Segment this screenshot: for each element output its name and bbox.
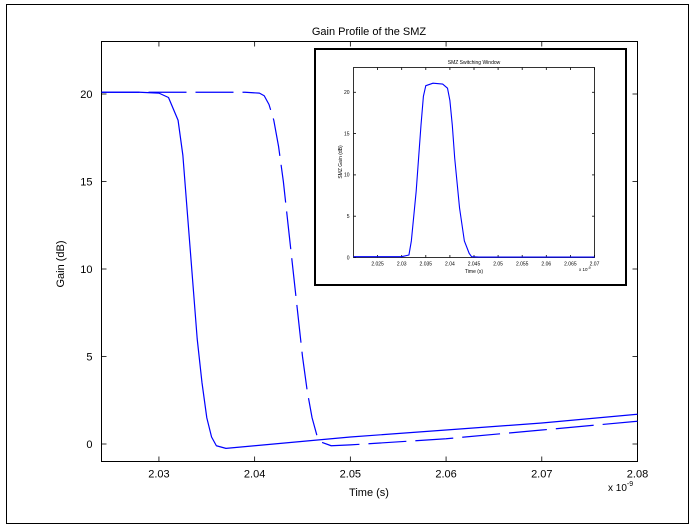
main-x-exponent-power: -9 — [627, 481, 633, 488]
inset-x-tick-label: 2.025 — [371, 262, 384, 268]
inset-x-exponent-base: x 10 — [579, 267, 588, 272]
inset-y-tick-label: 20 — [344, 90, 350, 96]
inset-x-tick-label: 2.055 — [516, 262, 529, 268]
inset-x-tick-label: 2.04 — [445, 262, 455, 268]
inset-y-tick-label: 10 — [344, 173, 350, 179]
inset-y-tick-label: 15 — [344, 131, 350, 137]
main-x-tick-label: 2.06 — [435, 469, 456, 481]
main-x-axis-label: Time (s) — [349, 487, 389, 499]
inset-x-tick-label: 2.065 — [564, 262, 577, 268]
main-y-tick-label: 20 — [80, 89, 92, 101]
main-y-tick-label: 5 — [86, 351, 92, 363]
inset-series — [353, 82, 595, 258]
inset-y-tick-label: 5 — [347, 214, 350, 220]
main-ticks: 2.03 2.04 2.05 2.06 2.07 2.08 0 5 10 15 20 — [80, 41, 648, 481]
inset-y-tick-label: 0 — [347, 255, 350, 261]
main-x-tick-label: 2.07 — [531, 469, 552, 481]
inset-x-tick-label: 2.06 — [541, 262, 551, 268]
inset-chart-title: SMZ Switching Window — [448, 60, 501, 66]
inset-x-axis-label: Time (s) — [465, 269, 483, 275]
main-series-line-2 — [101, 91, 638, 447]
main-y-tick-label: 0 — [86, 439, 92, 451]
inset-x-tick-label: 2.045 — [468, 262, 481, 268]
inset-ticks: 2.025 2.03 2.035 2.04 2.045 2.05 2.055 2.06 2.06… — [344, 67, 600, 268]
main-x-exponent-base: x 10 — [608, 483, 627, 494]
main-y-tick-label: 10 — [80, 264, 92, 276]
main-y-tick-label: 15 — [80, 176, 92, 188]
inset-x-tick-label: 2.07 — [590, 262, 600, 268]
main-x-tick-label: 2.08 — [627, 469, 648, 481]
main-x-tick-label: 2.05 — [340, 469, 361, 481]
main-y-axis-label: Gain (dB) — [55, 240, 67, 287]
inset-x-exponent-power: -9 — [588, 266, 591, 270]
inset-plot-area — [353, 67, 595, 258]
inset-x-tick-label: 2.035 — [420, 262, 433, 268]
main-x-tick-label: 2.03 — [148, 469, 169, 481]
main-chart-title: Gain Profile of the SMZ — [312, 26, 427, 38]
main-x-tick-label: 2.04 — [244, 469, 265, 481]
inset-chart: 2.025 2.03 2.035 2.04 2.045 2.05 2.055 2.06 2.06… — [314, 48, 627, 286]
inset-x-tick-label: 2.03 — [397, 262, 407, 268]
inset-y-axis-label: SMZ Gain (dB) — [338, 145, 344, 179]
main-series-line-1 — [101, 91, 638, 449]
main-series — [101, 91, 638, 449]
inset-x-exponent: x 10-9 — [579, 266, 591, 272]
inset-x-tick-label: 2.05 — [493, 262, 503, 268]
inset-series-line-1 — [353, 82, 595, 258]
main-x-exponent: x 10-9 — [608, 481, 633, 494]
